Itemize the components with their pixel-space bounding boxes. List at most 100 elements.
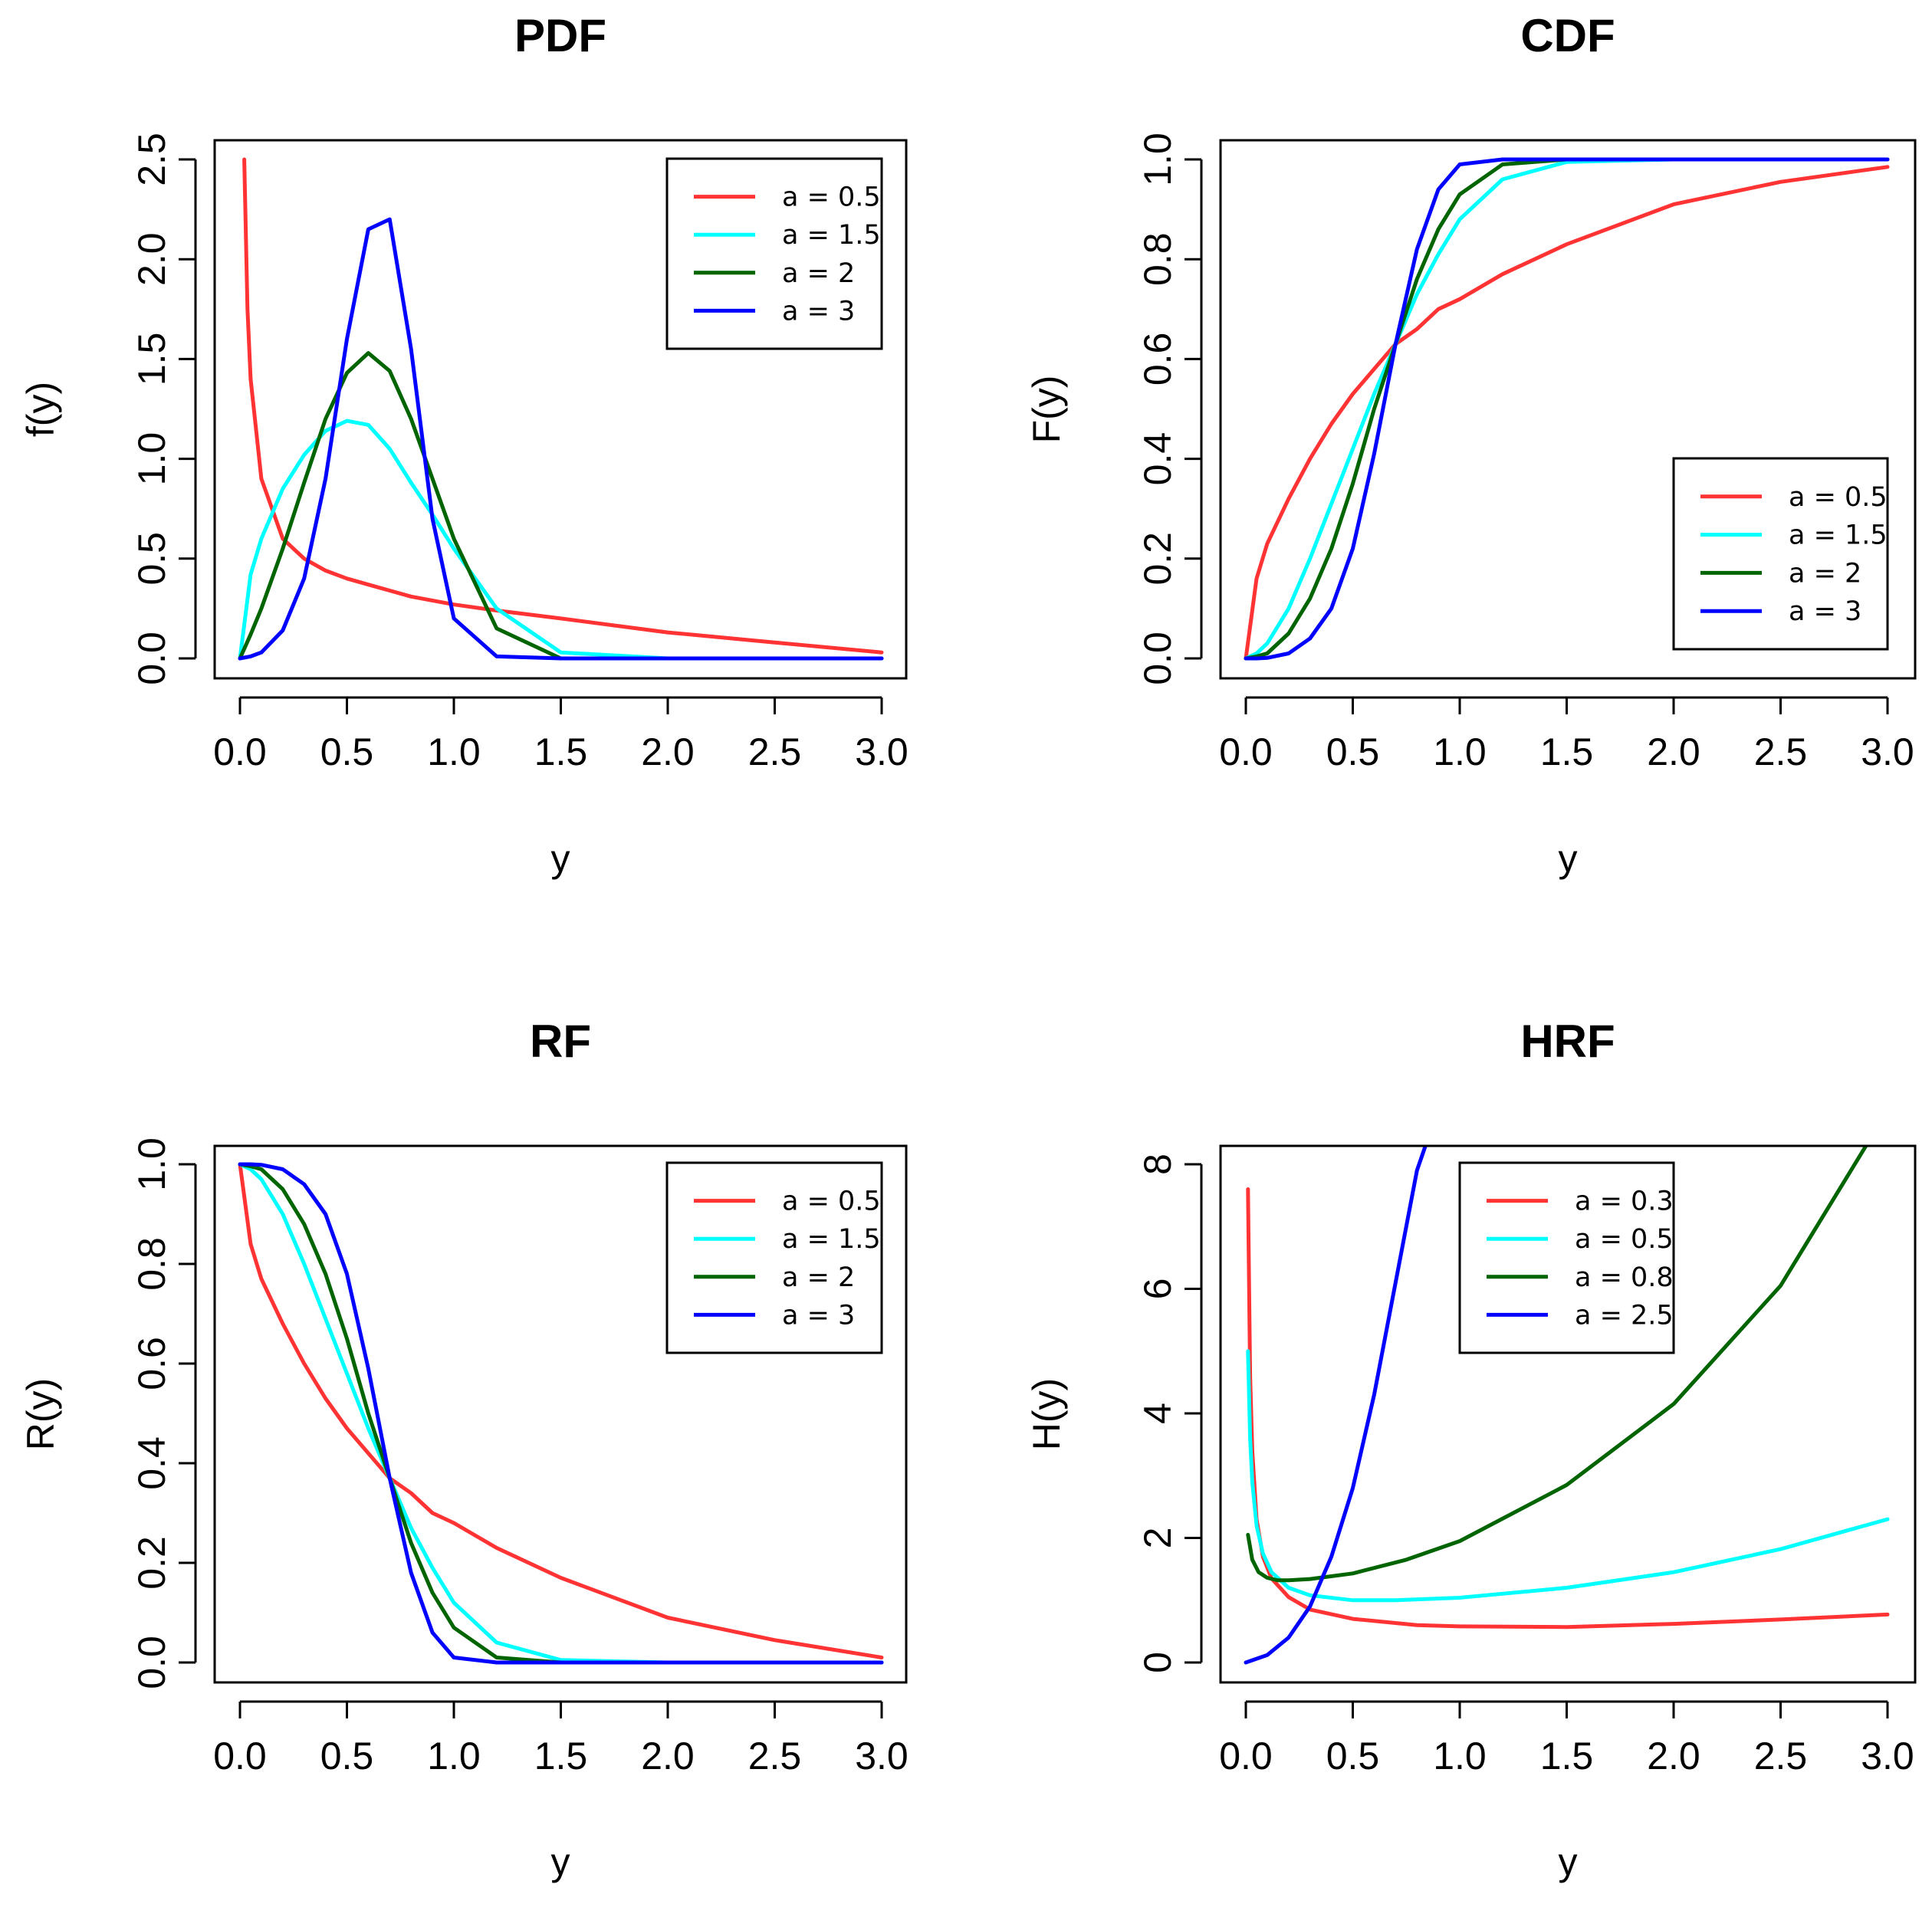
y-tick-label: 0.6 xyxy=(1136,333,1179,386)
x-axis: 0.0 0.5 1.0 1.5 2.0 2.5 3.0 xyxy=(1219,1700,1914,1777)
x-tick-label: 2.5 xyxy=(748,730,802,773)
legend: a = 0.5 a = 1.5 a = 2 a = 3 xyxy=(665,157,883,350)
y-tick-label: 0.5 xyxy=(130,532,173,586)
x-tick-label: 1.0 xyxy=(427,730,481,773)
legend-label: a = 0.8 xyxy=(1575,1262,1674,1293)
y-tick-label: 2 xyxy=(1136,1528,1179,1549)
x-tick-label: 3.0 xyxy=(855,1735,909,1777)
legend-label: a = 0.5 xyxy=(782,182,881,213)
y-axis-label: R(y) xyxy=(19,1378,62,1450)
panel-pdf: PDF 0.0 0.5 1.0 1.5 2.0 2.5 3.0 y 0.0 0.5 1.0 1.5 2.0… xyxy=(19,10,909,880)
x-tick-label: 1.5 xyxy=(1540,730,1594,773)
x-tick-label: 2.5 xyxy=(1754,1735,1808,1777)
panel-title: RF xyxy=(530,1016,591,1067)
x-tick-label: 2.0 xyxy=(641,730,695,773)
x-tick-label: 0.0 xyxy=(213,1735,267,1777)
x-tick-label: 1.5 xyxy=(1540,1735,1594,1777)
legend: a = 0.5 a = 1.5 a = 2 a = 3 xyxy=(1672,457,1889,651)
x-axis-label: y xyxy=(551,837,570,880)
series-line-4 xyxy=(238,217,884,661)
y-axis-label: f(y) xyxy=(19,382,62,437)
series-group xyxy=(1244,157,1890,661)
y-tick-label: 0.2 xyxy=(1136,532,1179,586)
y-tick-label: 1.0 xyxy=(1136,133,1179,186)
x-tick-label: 1.0 xyxy=(1433,1735,1487,1777)
legend-label: a = 2.5 xyxy=(1575,1300,1674,1331)
series-line-2 xyxy=(1246,1349,1890,1603)
plot-frame xyxy=(1219,1144,1917,1684)
x-tick-label: 2.0 xyxy=(1647,1735,1700,1777)
x-tick-label: 0.0 xyxy=(1219,1735,1273,1777)
y-tick-label: 0.8 xyxy=(1136,232,1179,286)
x-tick-label: 1.5 xyxy=(534,1735,588,1777)
legend-label: a = 2 xyxy=(782,1262,855,1293)
x-axis-label: y xyxy=(551,1840,570,1883)
plot-frame xyxy=(213,139,908,680)
series-group xyxy=(1244,1146,1890,1665)
y-tick-label: 0 xyxy=(1136,1652,1179,1673)
y-tick-label: 0.4 xyxy=(1136,432,1179,486)
x-tick-label: 0.5 xyxy=(320,730,374,773)
x-axis: 0.0 0.5 1.0 1.5 2.0 2.5 3.0 xyxy=(1219,696,1914,773)
panel-title: CDF xyxy=(1520,10,1615,61)
x-tick-label: 2.5 xyxy=(748,1735,802,1777)
y-tick-label: 6 xyxy=(1136,1278,1179,1300)
y-tick-label: 1.5 xyxy=(130,333,173,386)
legend-label: a = 2 xyxy=(1789,558,1861,589)
x-tick-label: 2.5 xyxy=(1754,730,1808,773)
y-axis-label: F(y) xyxy=(1025,376,1068,444)
y-axis: 0 2 4 6 8 xyxy=(1136,1154,1203,1673)
x-tick-label: 1.5 xyxy=(534,730,588,773)
x-axis: 0.0 0.5 1.0 1.5 2.0 2.5 3.0 xyxy=(213,696,909,773)
x-tick-label: 2.0 xyxy=(641,1735,695,1777)
x-tick-label: 0.5 xyxy=(320,1735,374,1777)
y-tick-label: 0.8 xyxy=(130,1237,173,1291)
legend-label: a = 3 xyxy=(782,296,855,327)
y-tick-label: 0.6 xyxy=(130,1337,173,1390)
legend-box xyxy=(1458,1161,1675,1354)
y-axis: 0.0 0.2 0.4 0.6 0.8 1.0 xyxy=(130,1137,197,1689)
x-tick-label: 0.5 xyxy=(1326,730,1380,773)
y-tick-label: 0.0 xyxy=(130,1636,173,1689)
y-tick-label: 4 xyxy=(1136,1403,1179,1424)
y-axis: 0.0 0.2 0.4 0.6 0.8 1.0 xyxy=(1136,133,1203,685)
legend-label: a = 1.5 xyxy=(782,220,881,251)
y-tick-label: 0.4 xyxy=(130,1436,173,1490)
y-tick-label: 8 xyxy=(1136,1154,1179,1175)
x-tick-label: 0.0 xyxy=(1219,730,1273,773)
legend-label: a = 0.5 xyxy=(1789,482,1888,513)
y-tick-label: 0.0 xyxy=(130,632,173,685)
y-tick-label: 0.0 xyxy=(1136,632,1179,685)
legend-box xyxy=(665,1161,883,1354)
x-axis-label: y xyxy=(1559,1840,1578,1883)
legend-label: a = 0.5 xyxy=(1575,1224,1674,1255)
y-tick-label: 1.0 xyxy=(130,432,173,486)
series-line-4 xyxy=(1244,1146,1428,1665)
plot-frame xyxy=(213,1144,908,1684)
x-tick-label: 3.0 xyxy=(1861,730,1914,773)
x-tick-label: 0.5 xyxy=(1326,1735,1380,1777)
x-tick-label: 1.0 xyxy=(1433,730,1487,773)
x-axis-label: y xyxy=(1559,837,1578,880)
legend: a = 0.3 a = 0.5 a = 0.8 a = 2.5 xyxy=(1458,1161,1675,1354)
legend-label: a = 1.5 xyxy=(1789,520,1888,551)
legend-label: a = 0.3 xyxy=(1575,1187,1674,1217)
legend: a = 0.5 a = 1.5 a = 2 a = 3 xyxy=(665,1161,883,1354)
x-tick-label: 1.0 xyxy=(427,1735,481,1777)
series-line-1 xyxy=(242,157,884,655)
y-tick-label: 0.2 xyxy=(130,1536,173,1590)
x-tick-label: 3.0 xyxy=(1861,1735,1914,1777)
panel-hrf: HRF 0.0 0.5 1.0 1.5 2.0 2.5 3.0 y 0 2 4 6 8 H(y) a = 0.… xyxy=(1025,1016,1917,1883)
x-tick-label: 0.0 xyxy=(213,730,267,773)
panel-rf: RF 0.0 0.5 1.0 1.5 2.0 2.5 3.0 y 0.0 0.2 0.4 0.6 0.8 1… xyxy=(19,1016,909,1883)
x-tick-label: 2.0 xyxy=(1647,730,1700,773)
y-tick-label: 2.0 xyxy=(130,232,173,286)
legend-box xyxy=(1672,457,1889,651)
legend-label: a = 3 xyxy=(1789,596,1861,627)
plot-frame xyxy=(1219,139,1917,680)
panel-title: HRF xyxy=(1520,1016,1615,1067)
legend-label: a = 2 xyxy=(782,258,855,289)
series-line-4 xyxy=(238,1162,884,1665)
panel-cdf: CDF 0.0 0.5 1.0 1.5 2.0 2.5 3.0 y 0.0 0.2 0.4 0.6 0.8… xyxy=(1025,10,1917,880)
